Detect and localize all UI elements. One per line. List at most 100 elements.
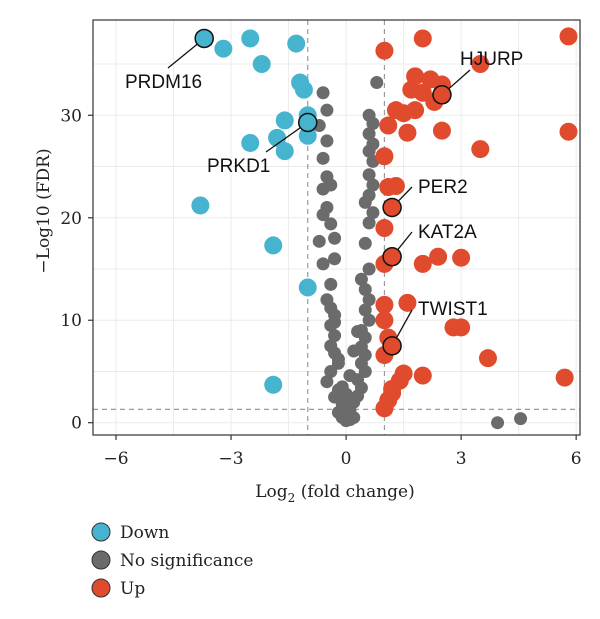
y-axis-label: −Log10 (FDR) — [34, 148, 54, 273]
point-down — [298, 278, 317, 297]
point-up — [398, 123, 417, 142]
point-down — [252, 55, 271, 74]
annotation-label: PRDM16 — [125, 72, 202, 93]
y-tick-label: 10 — [60, 311, 82, 331]
point-no-significance — [328, 231, 342, 245]
point-up — [432, 121, 451, 140]
point-up — [555, 368, 574, 387]
point-up — [406, 101, 425, 120]
point-up — [386, 177, 405, 195]
point-no-significance — [339, 387, 353, 401]
point-up — [452, 318, 471, 337]
point-no-significance — [316, 182, 330, 196]
point-no-significance — [316, 208, 330, 222]
x-tick-label: 6 — [571, 449, 582, 469]
point-down — [241, 29, 260, 48]
point-up — [375, 41, 394, 60]
x-axis-label-main: Log — [255, 482, 288, 502]
point-no-significance — [358, 303, 372, 317]
annotated-point — [432, 85, 452, 105]
y-tick-label: 30 — [60, 106, 82, 126]
axis-ticks: −6 −3 0 3 6 0 10 20 30 — [60, 106, 581, 469]
annotation-label: TWIST1 — [418, 299, 488, 320]
point-up — [375, 311, 394, 330]
point-no-significance — [328, 315, 342, 329]
point-no-significance — [316, 257, 330, 271]
annotated-point — [382, 336, 402, 356]
point-up — [375, 147, 394, 166]
x-axis-label-suffix: (fold change) — [295, 482, 414, 502]
annotated-point — [382, 197, 402, 218]
point-no-significance — [358, 282, 372, 296]
point-no-significance — [491, 416, 505, 430]
data-points — [191, 27, 578, 430]
point-no-significance — [370, 76, 384, 90]
point-no-significance — [351, 325, 365, 339]
point-up — [413, 366, 432, 385]
point-up — [375, 295, 394, 314]
point-no-significance — [320, 134, 334, 148]
point-down — [287, 34, 306, 53]
point-no-significance — [312, 234, 326, 248]
point-no-significance — [358, 236, 372, 250]
point-down — [241, 133, 260, 152]
legend-label: No significance — [120, 551, 253, 571]
annotation-label: HJURP — [460, 49, 523, 70]
legend-label: Down — [120, 523, 169, 543]
point-up — [452, 248, 471, 267]
point-up — [471, 55, 490, 74]
point-no-significance — [366, 137, 380, 151]
point-no-significance — [366, 206, 380, 220]
point-up — [429, 247, 448, 266]
y-tick-label: 20 — [60, 209, 82, 229]
point-no-significance — [320, 103, 334, 117]
point-up — [375, 399, 394, 418]
point-down — [214, 39, 233, 58]
gene-annotations: PRDM16 PRKD1 HJURP PER2 KAT2A TWIST1 — [125, 28, 523, 356]
legend-swatch-up — [91, 578, 111, 598]
point-no-significance — [362, 108, 376, 122]
point-no-significance — [362, 293, 376, 307]
point-up — [559, 122, 578, 141]
point-up — [398, 293, 417, 312]
x-tick-label: −6 — [103, 449, 128, 469]
point-down — [264, 236, 283, 255]
point-up — [375, 219, 394, 238]
point-up — [413, 254, 432, 273]
point-down — [275, 142, 294, 161]
point-down — [298, 126, 317, 145]
legend-swatch-down — [91, 522, 111, 542]
annotated-point — [297, 112, 318, 133]
point-no-significance — [316, 86, 330, 100]
plot-frame — [92, 19, 581, 436]
legend-label: Up — [120, 579, 145, 599]
annotation-label: PER2 — [418, 177, 468, 198]
point-down — [264, 375, 283, 394]
annotated-point — [382, 246, 402, 267]
point-no-significance — [362, 168, 376, 182]
legend: Down No significance Up — [91, 522, 253, 599]
point-no-significance — [343, 369, 357, 383]
point-no-significance — [331, 352, 345, 366]
point-no-significance — [320, 375, 334, 389]
point-no-significance — [324, 364, 338, 378]
point-no-significance — [366, 178, 380, 192]
point-no-significance — [347, 344, 361, 358]
point-up — [413, 29, 432, 48]
point-no-significance — [514, 412, 528, 426]
point-up — [478, 349, 497, 368]
point-up — [559, 27, 578, 46]
point-down — [294, 80, 313, 99]
annotation-label: PRKD1 — [207, 156, 270, 177]
point-up — [383, 383, 402, 402]
point-up — [379, 116, 398, 135]
annotation-label: KAT2A — [418, 222, 477, 243]
point-down — [191, 196, 210, 215]
x-axis-label-subscript: 2 — [288, 491, 296, 505]
point-no-significance — [354, 272, 368, 286]
y-tick-label: 0 — [71, 414, 82, 434]
point-no-significance — [362, 127, 376, 141]
legend-swatch-no-significance — [91, 550, 111, 570]
annotated-point — [194, 28, 214, 49]
